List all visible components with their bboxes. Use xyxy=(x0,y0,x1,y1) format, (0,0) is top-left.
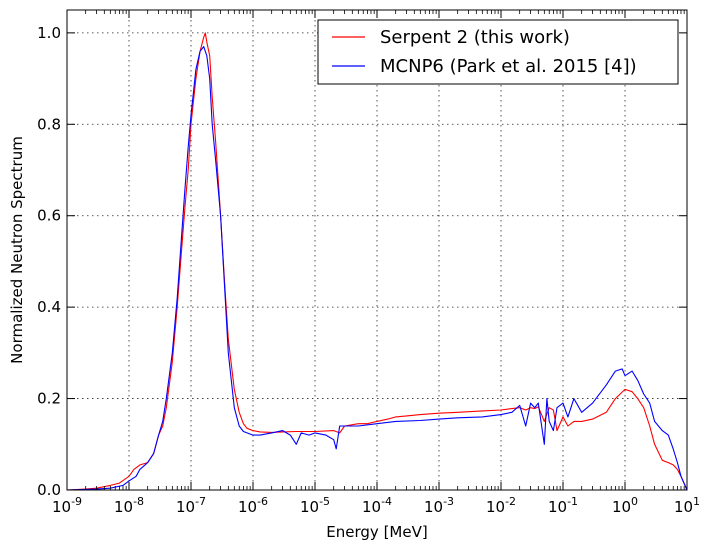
x-tick-label: 10-1 xyxy=(548,495,578,516)
x-tick-label-exponent: -9 xyxy=(71,495,82,508)
x-tick-label-exponent: -4 xyxy=(381,495,392,508)
x-tick-label-exponent: -3 xyxy=(443,495,454,508)
x-tick-label-base: 10 xyxy=(486,498,505,516)
y-tick-label: 1.0 xyxy=(37,24,61,42)
x-tick-label-exponent: -8 xyxy=(133,495,144,508)
y-axis-title: Normalized Neutron Spectrum xyxy=(8,136,26,364)
x-tick-label-base: 10 xyxy=(548,498,567,516)
legend-box xyxy=(317,19,679,85)
y-tick-label: 0.8 xyxy=(37,115,61,133)
series-line-serpent xyxy=(66,32,688,491)
x-tick-label: 10-3 xyxy=(424,495,454,516)
x-tick-label-base: 10 xyxy=(674,498,693,516)
x-tick-label-base: 10 xyxy=(114,498,133,516)
legend-label-mcnp6: MCNP6 (Park et al. 2015 [4]) xyxy=(380,56,637,77)
x-tick-label-base: 10 xyxy=(176,498,195,516)
series-layer xyxy=(66,32,688,491)
x-tick-label: 10-9 xyxy=(52,495,82,516)
x-tick-label: 10-5 xyxy=(300,495,330,516)
x-tick-label: 10-4 xyxy=(362,495,392,516)
x-axis-title: Energy [MeV] xyxy=(326,523,427,541)
x-tick-label: 100 xyxy=(612,495,638,516)
x-tick-label-base: 10 xyxy=(362,498,381,516)
y-tick-label: 0.0 xyxy=(37,481,61,499)
legend: Serpent 2 (this work) MCNP6 (Park et al.… xyxy=(317,19,679,85)
y-tick-label: 0.6 xyxy=(37,207,61,225)
x-tick-label-exponent: 1 xyxy=(693,495,700,508)
tick-label-layer: 10-9 10-8 10-7 10-6 10-5 10-4 10-3 10-2 10-1 100 1… xyxy=(37,24,700,516)
x-tick-label: 10-7 xyxy=(176,495,206,516)
x-tick-label-exponent: -1 xyxy=(567,495,578,508)
x-tick-label: 10-6 xyxy=(238,495,268,516)
x-tick-label-exponent: -2 xyxy=(505,495,516,508)
tick-layer xyxy=(66,10,688,491)
x-tick-label-base: 10 xyxy=(238,498,257,516)
x-tick-label-base: 10 xyxy=(300,498,319,516)
legend-label-serpent: Serpent 2 (this work) xyxy=(380,27,570,48)
x-tick-label-base: 10 xyxy=(52,498,71,516)
x-tick-label-exponent: -5 xyxy=(319,495,330,508)
x-tick-label: 10-8 xyxy=(114,495,144,516)
y-tick-label: 0.4 xyxy=(37,298,61,316)
x-tick-label-exponent: -6 xyxy=(257,495,268,508)
x-tick-label-base: 10 xyxy=(612,498,631,516)
x-tick-label: 101 xyxy=(674,495,700,516)
x-tick-label: 10-2 xyxy=(486,495,516,516)
y-tick-label: 0.2 xyxy=(37,390,61,408)
x-tick-label-base: 10 xyxy=(424,498,443,516)
series-line-mcnp6 xyxy=(66,46,688,491)
x-tick-label-exponent: 0 xyxy=(631,495,638,508)
x-tick-label-exponent: -7 xyxy=(195,495,206,508)
